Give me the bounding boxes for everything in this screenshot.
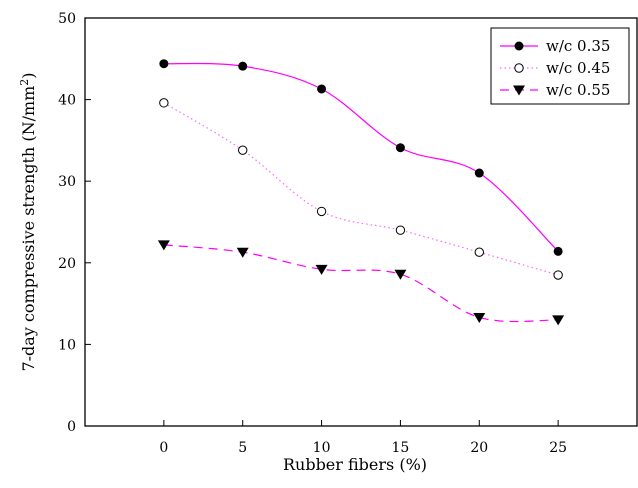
legend-label: w/c 0.35 bbox=[546, 37, 610, 55]
series-layer bbox=[157, 59, 565, 326]
y-axis-title: 7-day compressive strength (N/mm2) bbox=[18, 72, 38, 371]
series-line bbox=[163, 244, 559, 323]
data-point bbox=[473, 312, 486, 323]
data-point bbox=[553, 270, 563, 280]
legend-box bbox=[490, 27, 630, 105]
data-point bbox=[394, 269, 407, 280]
x-axis-title: Rubber fibers (%) bbox=[283, 455, 427, 474]
legend: w/c 0.35 w/c 0.45 w/c 0.55 bbox=[490, 27, 630, 105]
data-point bbox=[317, 84, 327, 94]
y-tick-label: 40 bbox=[58, 93, 76, 109]
x-tick-label: 0 bbox=[159, 440, 168, 456]
y-axis-title-superscript: 2 bbox=[18, 79, 31, 86]
x-tick-label: 25 bbox=[549, 440, 567, 456]
y-tick-label: 50 bbox=[58, 11, 76, 27]
data-point bbox=[316, 206, 327, 217]
data-point bbox=[553, 246, 563, 256]
data-point bbox=[315, 264, 328, 275]
legend-marker bbox=[513, 85, 525, 96]
y-axis-title-close: ) bbox=[19, 72, 38, 78]
data-point bbox=[157, 240, 170, 251]
legend-marker bbox=[514, 41, 524, 51]
data-point bbox=[395, 225, 406, 235]
legend-label: w/c 0.45 bbox=[546, 59, 610, 77]
plot-frame bbox=[84, 17, 638, 427]
data-point bbox=[236, 247, 249, 258]
x-tick-label: 20 bbox=[470, 440, 488, 456]
axes: 0 5 10 15 20 25 0 10 20 30 40 50 Rubber fibers (%) 7-… bbox=[18, 11, 638, 474]
legend-marker bbox=[514, 63, 524, 73]
data-point bbox=[395, 143, 405, 153]
y-tick-label: 30 bbox=[58, 174, 76, 190]
data-point bbox=[238, 61, 248, 71]
series-2 bbox=[159, 98, 563, 280]
x-tick-label: 5 bbox=[238, 440, 247, 456]
data-point bbox=[474, 247, 484, 257]
data-point bbox=[238, 145, 248, 155]
data-point bbox=[159, 98, 169, 108]
x-tick-label: 10 bbox=[313, 440, 331, 456]
data-point bbox=[552, 315, 565, 326]
data-point bbox=[159, 59, 169, 69]
x-tick-label: 15 bbox=[392, 440, 410, 456]
legend-label: w/c 0.55 bbox=[546, 81, 610, 99]
series-3 bbox=[157, 240, 565, 326]
y-tick-label: 20 bbox=[58, 256, 76, 272]
y-tick-label: 0 bbox=[67, 419, 76, 435]
series-1 bbox=[159, 59, 563, 256]
y-axis-title-main: 7-day compressive strength (N/mm bbox=[19, 86, 38, 372]
data-point bbox=[474, 168, 484, 178]
y-tick-label: 10 bbox=[58, 337, 76, 353]
